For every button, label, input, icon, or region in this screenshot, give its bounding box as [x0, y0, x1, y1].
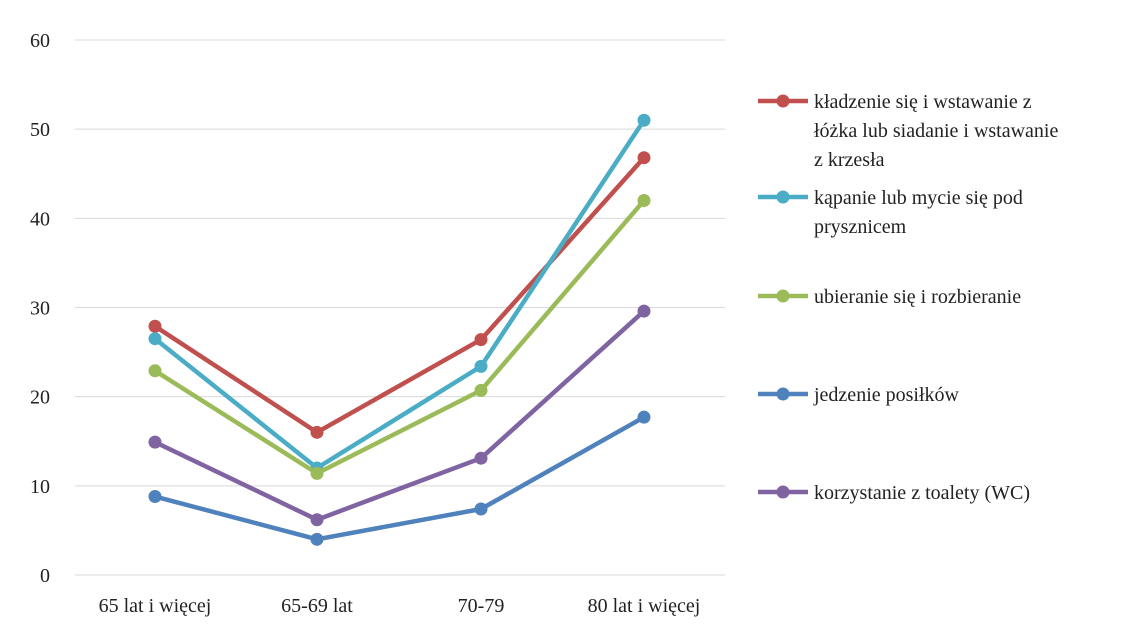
legend-label: ubieranie się i rozbieranie [814, 286, 1021, 308]
y-axis-ticks: 0 10 20 30 40 50 60 [30, 30, 50, 587]
x-axis-ticks: 65 lat i więcej 65-69 lat 70-79 80 lat i wi… [99, 595, 701, 617]
legend-item: kąpanie lub mycie się pod prysznicem [758, 187, 1023, 238]
data-point [148, 319, 162, 333]
legend-item: jedzenie posiłków [758, 384, 960, 406]
data-point [310, 425, 324, 439]
data-point [637, 304, 651, 318]
legend-marker [776, 94, 790, 108]
data-point [310, 513, 324, 527]
y-tick-label: 30 [30, 298, 50, 320]
data-point [310, 532, 324, 546]
gridlines [75, 39, 725, 576]
data-point [474, 333, 488, 347]
legend-marker [776, 190, 790, 204]
legend-label: korzystanie z toalety (WC) [814, 482, 1030, 504]
x-tick-label: 70-79 [458, 595, 505, 617]
data-point [148, 435, 162, 449]
legend-label: jedzenie posiłków [813, 384, 960, 406]
data-point [310, 466, 324, 480]
y-tick-label: 60 [30, 30, 50, 52]
data-point [148, 364, 162, 378]
data-point [637, 151, 651, 165]
data-point [474, 359, 488, 373]
y-tick-label: 20 [30, 387, 50, 409]
data-point [148, 332, 162, 346]
series-line [154, 309, 646, 522]
x-tick-label: 65-69 lat [281, 595, 353, 617]
legend-marker [776, 289, 790, 303]
series-line [153, 199, 646, 476]
legend-marker [776, 387, 790, 401]
data-point [474, 451, 488, 465]
legend: kładzenie się i wstawanie z łóżka lub sia… [758, 91, 1058, 504]
legend-item: korzystanie z toalety (WC) [758, 482, 1030, 504]
series-line [153, 119, 646, 471]
data-point [637, 113, 651, 127]
x-tick-label: 80 lat i więcej [588, 595, 701, 617]
data-point [637, 194, 651, 207]
data-point [148, 490, 162, 504]
y-tick-label: 10 [30, 476, 50, 498]
series-line [153, 156, 646, 435]
legend-label: kąpanie lub mycie się pod prysznicem [814, 187, 1023, 238]
legend-marker [776, 485, 790, 499]
data-point [474, 383, 488, 397]
legend-item: ubieranie się i rozbieranie [758, 286, 1021, 308]
x-tick-label: 65 lat i więcej [99, 595, 212, 617]
series-line [154, 415, 646, 542]
series-lines [148, 113, 651, 546]
data-point [474, 502, 488, 516]
y-tick-label: 50 [30, 119, 50, 141]
y-tick-label: 0 [40, 565, 50, 587]
y-tick-label: 40 [30, 208, 50, 230]
legend-label: kładzenie się i wstawanie z łóżka lub sia… [814, 91, 1058, 171]
data-point [637, 410, 651, 424]
legend-item: kładzenie się i wstawanie z łóżka lub sia… [758, 91, 1058, 171]
